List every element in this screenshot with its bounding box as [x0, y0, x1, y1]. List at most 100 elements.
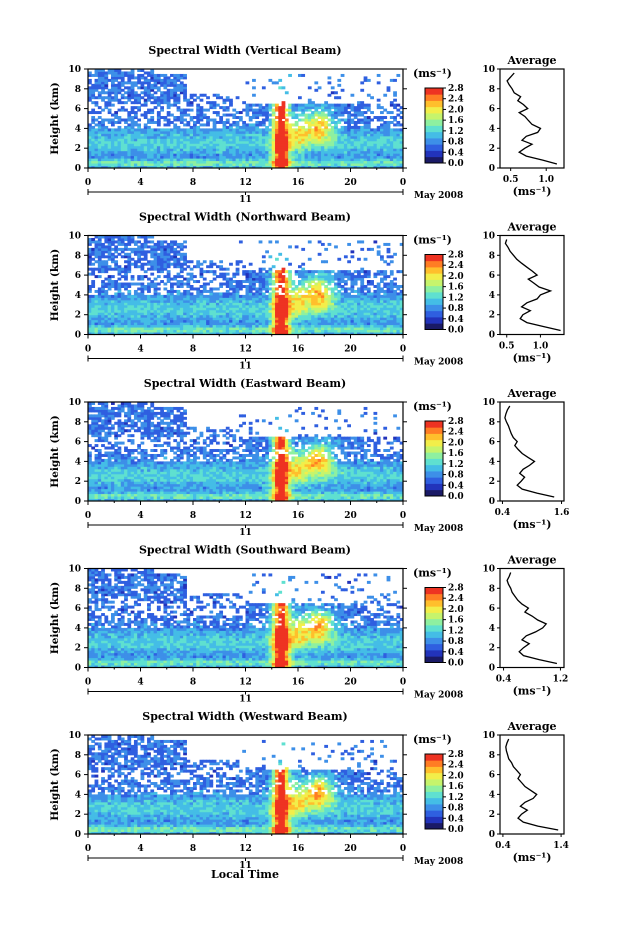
heatmap-cell	[393, 163, 397, 167]
heatmap-cell	[101, 332, 105, 335]
heatmap-cell	[252, 103, 256, 107]
heatmap-cell	[94, 78, 99, 82]
heatmap-cell	[304, 108, 309, 112]
heatmap-cell	[183, 153, 187, 157]
heatmap-cell	[327, 76, 332, 80]
heatmap-cell	[101, 125, 105, 129]
heatmap-cell	[110, 302, 115, 306]
heatmap-cell	[298, 128, 302, 132]
heatmap-cell	[124, 118, 128, 122]
heatmap-cell	[183, 163, 187, 167]
heatmap-cell	[268, 118, 273, 122]
heatmap-cell	[343, 145, 348, 149]
heatmap-cell	[206, 145, 210, 149]
heatmap-cell	[258, 111, 263, 115]
heatmap-cell	[288, 106, 292, 110]
heatmap-cell	[291, 155, 296, 159]
heatmap-cell	[324, 133, 329, 137]
heatmap-cell	[170, 113, 174, 117]
heatmap-cell	[206, 118, 210, 122]
heatmap-cell	[130, 257, 135, 261]
heatmap-cell	[278, 148, 283, 152]
heatmap-cell	[275, 108, 279, 112]
heatmap-cell	[196, 133, 201, 137]
heatmap-cell	[347, 148, 351, 152]
heatmap-cell	[238, 165, 243, 169]
heatmap-cell	[153, 106, 158, 110]
heatmap-cell	[88, 88, 92, 92]
heatmap-cell	[327, 133, 332, 137]
heatmap-cell	[166, 143, 171, 147]
heatmap-cell	[265, 145, 269, 149]
heatmap-cell	[229, 163, 233, 167]
heatmap-cell	[301, 111, 306, 115]
heatmap-cell	[91, 302, 96, 306]
heatmap-cell	[179, 148, 184, 152]
heatmap-cell	[386, 120, 391, 124]
heatmap-cell	[255, 103, 260, 107]
heatmap-cell	[219, 118, 224, 122]
heatmap-cell	[101, 312, 105, 316]
heatmap-cell	[88, 155, 92, 159]
heatmap-cell	[101, 289, 105, 293]
heatmap-cell	[160, 78, 164, 82]
heatmap-cell	[255, 111, 260, 115]
heatmap-cell	[150, 120, 155, 124]
heatmap-cell	[363, 133, 368, 137]
profile-y-tick-label: 8	[489, 85, 495, 95]
heatmap-cell	[271, 163, 276, 167]
heatmap-cell	[347, 163, 351, 167]
heatmap-cell	[202, 148, 207, 152]
heatmap-cell	[127, 86, 132, 90]
heatmap-cell	[143, 111, 148, 115]
heatmap-cell	[127, 143, 132, 147]
heatmap-cell	[271, 265, 276, 269]
heatmap-cell	[140, 91, 145, 95]
heatmap-cell	[258, 240, 263, 244]
heatmap-cell	[143, 285, 148, 288]
heatmap-cell	[94, 314, 99, 318]
heatmap-cell	[140, 257, 145, 261]
heatmap-cell	[163, 287, 168, 291]
heatmap-cell	[232, 116, 237, 120]
heatmap-cell	[334, 128, 338, 132]
heatmap-cell	[120, 88, 125, 92]
heatmap-cell	[258, 120, 263, 124]
heatmap-cell	[222, 130, 227, 134]
heatmap-cell	[307, 143, 312, 147]
heatmap-cell	[304, 116, 309, 120]
heatmap-cell	[156, 143, 161, 147]
heatmap-cell	[245, 111, 250, 115]
heatmap-cell	[366, 103, 371, 107]
heatmap-cell	[147, 135, 151, 139]
heatmap-cell	[252, 150, 256, 154]
heatmap-cell	[133, 128, 138, 132]
heatmap-cell	[120, 292, 125, 296]
heatmap-cell	[110, 255, 115, 259]
heatmap-cell	[330, 130, 335, 134]
heatmap-cell	[366, 125, 371, 129]
heatmap-cell	[261, 130, 266, 134]
heatmap-cell	[91, 153, 96, 157]
heatmap-cell	[324, 143, 329, 147]
heatmap-cell	[143, 103, 148, 107]
heatmap-cell	[94, 135, 99, 139]
heatmap-cell	[320, 113, 325, 117]
heatmap-cell	[143, 113, 148, 117]
heatmap-cell	[245, 155, 250, 159]
heatmap-cell	[317, 123, 322, 127]
heatmap-cell	[120, 145, 125, 149]
heatmap-cell	[153, 76, 158, 80]
heatmap-cell	[137, 128, 141, 132]
heatmap-cell	[166, 165, 171, 169]
heatmap-cell	[301, 138, 306, 142]
heatmap-cell	[130, 101, 135, 105]
heatmap-cell	[206, 120, 210, 124]
heatmap-cell	[294, 150, 299, 154]
heatmap-cell	[163, 116, 168, 120]
heatmap-cell	[219, 165, 224, 169]
heatmap-cell	[373, 160, 378, 164]
heatmap-cell	[104, 322, 109, 326]
heatmap-cell	[199, 148, 204, 152]
heatmap-cell	[258, 145, 263, 149]
